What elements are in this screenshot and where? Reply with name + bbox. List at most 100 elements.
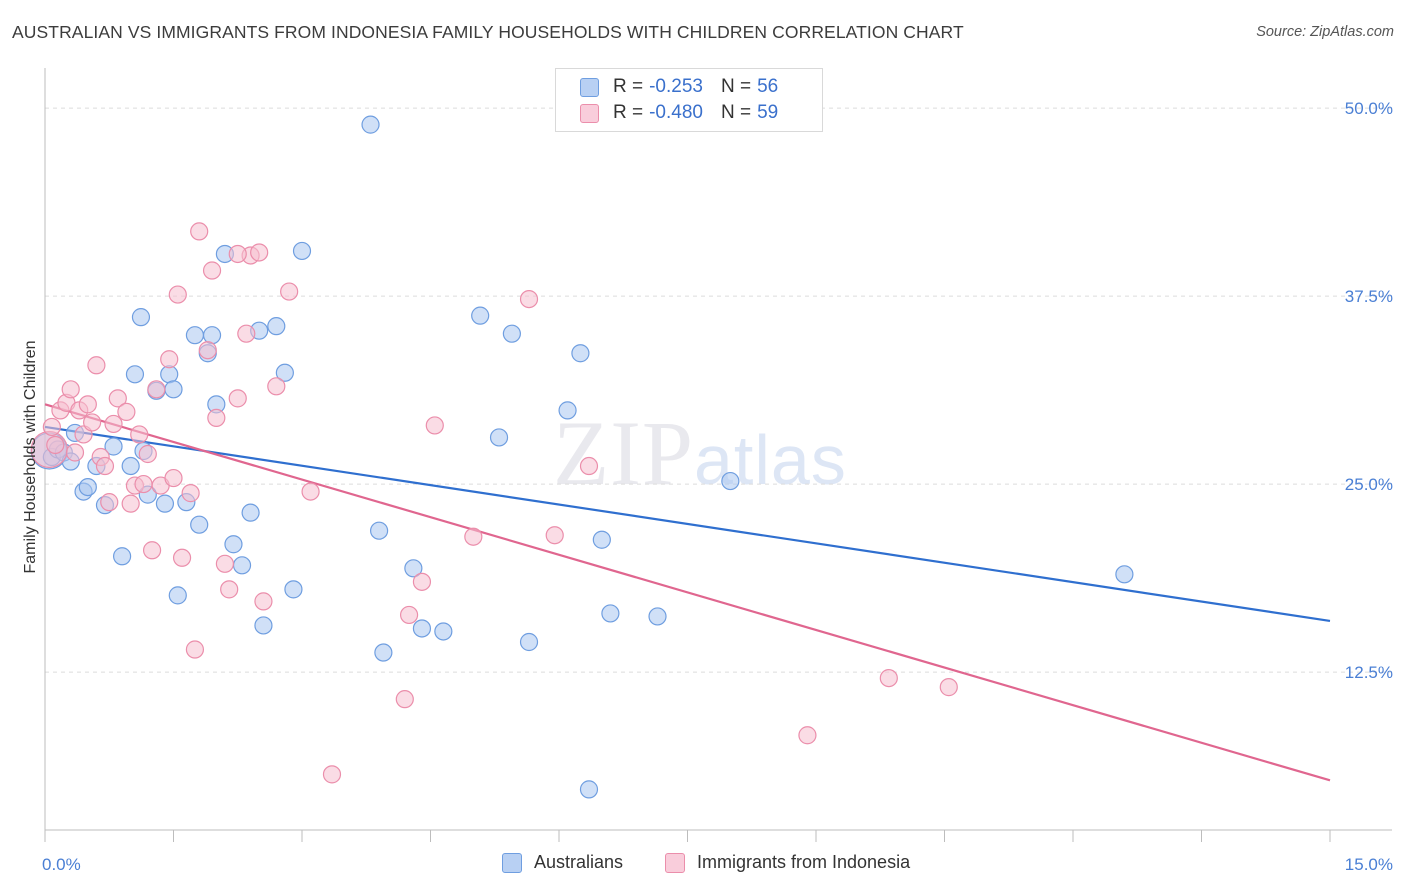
indonesia-point [412,572,432,591]
legend-item-australians: Australians [502,852,623,873]
indonesia-point [104,414,123,434]
indonesia-point [147,380,166,399]
australians-point [404,559,423,578]
indonesia-point [130,425,149,444]
indonesia-point [190,222,209,241]
australians-point [721,471,740,491]
australians-point [121,456,140,476]
indonesia-point [301,482,320,501]
legend-swatch-blue [580,77,599,97]
australians-point [168,586,187,605]
legend-n-value: 59 [757,102,779,123]
y-tick-label: 25.0% [1345,475,1393,494]
indonesia-point [198,341,217,360]
legend-n-value: 56 [757,76,779,97]
australians-point [361,115,380,134]
australians-point [601,604,620,623]
series-legend: Australians Immigrants from Indonesia [0,852,1406,876]
indonesia-point [395,690,414,709]
australians-point [224,535,243,554]
indonesia-point [464,527,483,546]
australians-point [592,530,611,549]
indonesia-point [280,282,299,301]
australians-point [374,643,393,662]
grid-lines [45,107,1392,673]
australians-point [155,494,175,513]
australians-point [471,306,490,325]
australians-point [292,241,312,261]
indonesia-point [168,285,187,304]
legend-swatch-pink [665,852,685,873]
indonesia-point [202,261,222,280]
australians-point [275,363,294,382]
indonesia-point [65,443,85,462]
legend-item-label: Immigrants from Indonesia [697,852,911,872]
indonesia-point [42,417,61,437]
indonesia-point [254,592,273,611]
indonesia-point [121,494,140,513]
legend-item-indonesia: Immigrants from Indonesia [665,852,910,873]
australians-point [489,428,509,447]
indonesia-point [879,668,898,688]
legend-r-label: R = [613,76,644,97]
indonesia-point [228,389,247,408]
australians-point [412,619,432,638]
australians-point [78,477,97,497]
y-tick-label: 37.5% [1345,287,1393,306]
indonesia-point [798,726,817,745]
australians-point [185,326,205,345]
watermark-zip: ZIP [553,402,694,504]
australians-point [112,547,132,566]
indonesia-point [250,243,269,262]
australians-point [267,317,286,336]
indonesia-point [215,554,234,573]
stats-legend: R = -0.253 N = 56 R = -0.480 N = 59 [555,68,823,132]
indonesia-point [108,389,127,408]
x-tick-label: 0.0% [42,855,81,874]
indonesia-point [138,444,157,464]
indonesia-point [228,244,247,264]
legend-n-label: N = [720,76,752,97]
australians-point [571,344,590,363]
legend-r-value: -0.480 [649,102,703,123]
legend-item-label: Australians [534,852,624,872]
indonesia-point [237,324,256,343]
indonesia-point [172,548,192,567]
australians-point [1115,565,1134,584]
indonesia-point [95,456,115,476]
watermark-atlas: atlas [694,421,847,499]
australians-point [164,380,183,399]
data-points [30,115,1134,799]
australians-point [434,622,453,641]
australians-point [370,521,389,540]
indonesia-point [425,416,444,435]
australians-point [190,515,209,534]
indonesia-point [164,468,183,488]
indonesia-point [78,395,97,414]
chart-source: Source: ZipAtlas.com [1256,24,1394,40]
indonesia-point [579,456,599,476]
legend-row-australians: R = -0.253 N = 56 [580,75,778,99]
indonesia-point [519,289,539,309]
y-tick-label: 12.5% [1345,663,1393,682]
indonesia-point [185,640,205,659]
australians-point [254,616,273,635]
australians-point [125,365,145,384]
australians-point [241,503,260,522]
australians-point [519,632,539,652]
legend-n-label: N = [720,102,752,123]
indonesia-point [46,435,65,455]
australians-point [104,437,123,456]
australians-point [558,401,577,420]
legend-r-label: R = [613,102,644,123]
indonesia-point [545,526,564,545]
australians-point [502,324,521,343]
axes [44,68,1392,842]
indonesia-point [117,402,136,421]
legend-row-indonesia: R = -0.480 N = 59 [580,101,778,125]
indonesia-point [939,678,958,697]
legend-swatch-blue [502,852,522,873]
y-tick-label: 50.0% [1345,99,1393,118]
indonesia-point [220,580,239,599]
